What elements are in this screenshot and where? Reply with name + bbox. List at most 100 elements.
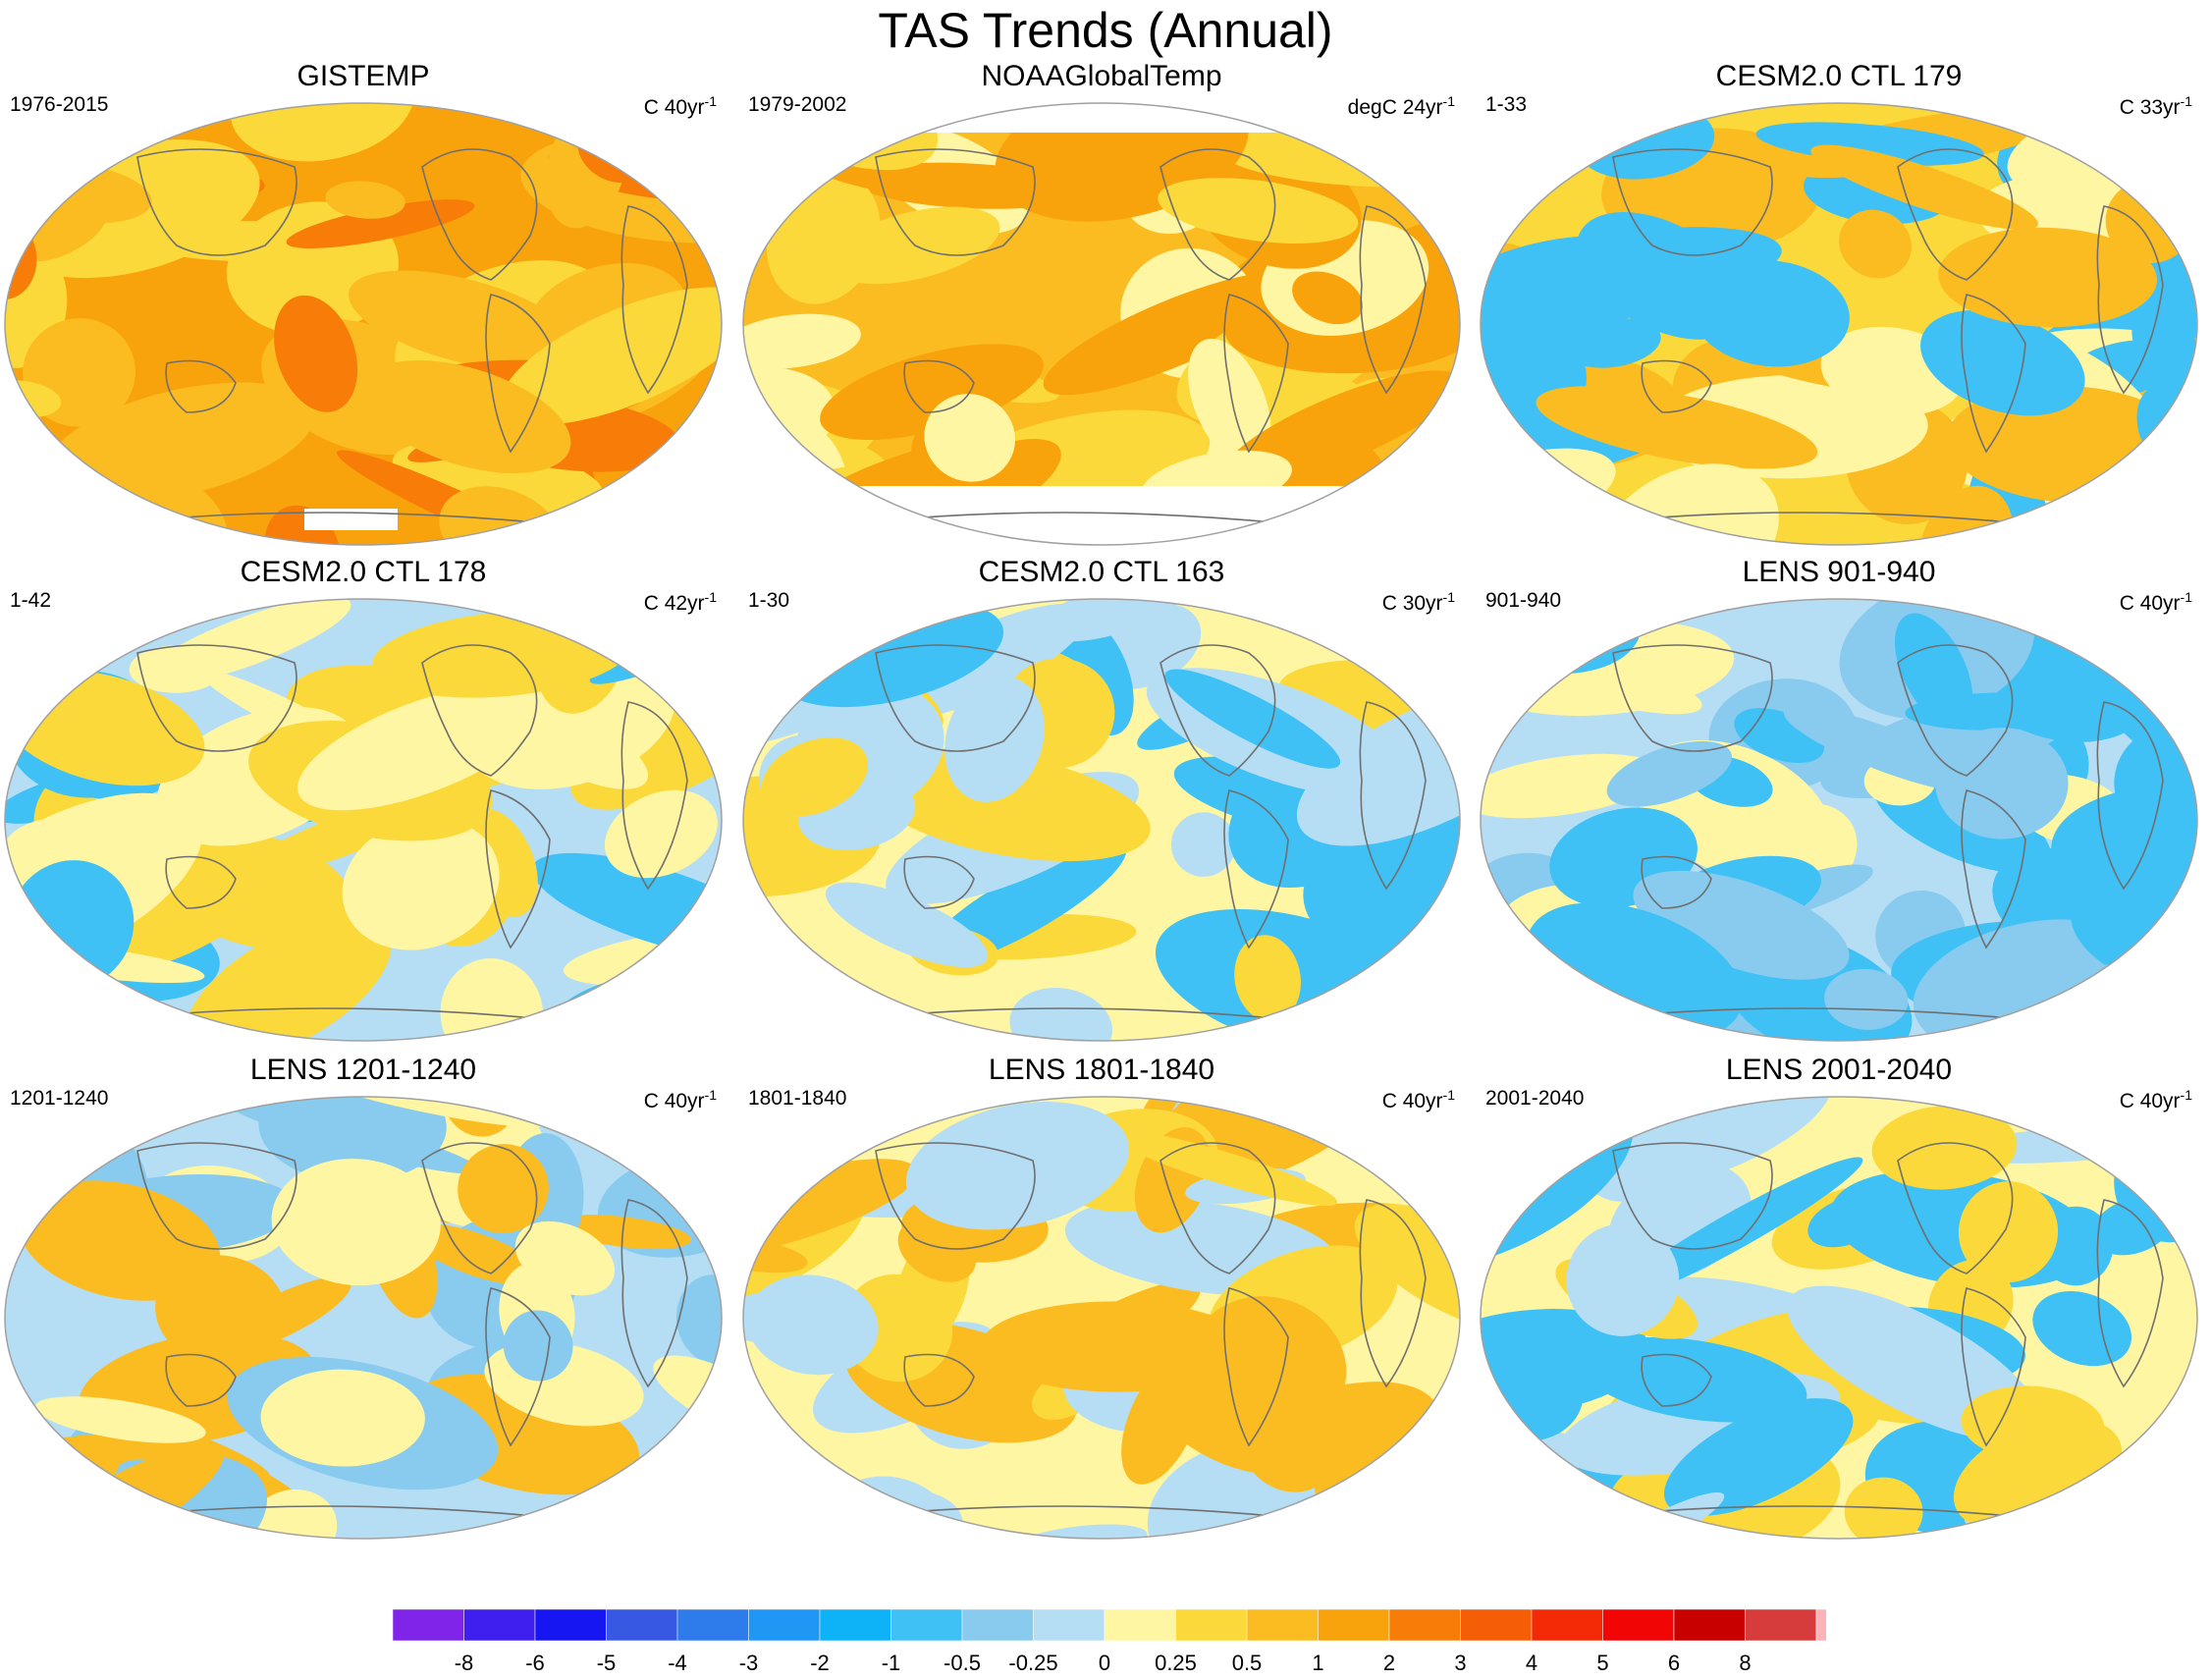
- coastline: [875, 148, 1036, 256]
- units-exponent: -1: [704, 589, 717, 605]
- colorbar-tick-label: 8: [1739, 1651, 1751, 1674]
- field-contour-region: [1894, 613, 1973, 728]
- panel-period: 1-30: [748, 589, 790, 612]
- panel-units: degC 24yr-1: [1348, 88, 1455, 121]
- panel-period: 2001-2040: [1485, 1087, 1585, 1110]
- colorbar-tick-label: -3: [739, 1651, 759, 1674]
- map-plot: [1480, 102, 2198, 546]
- missing-data-region: [304, 509, 398, 530]
- field-contour-region: [19, 1180, 221, 1301]
- field-contour-region: [40, 103, 120, 119]
- map-plot: [742, 102, 1461, 546]
- field-contour-region: [905, 1101, 1129, 1230]
- panel-units: C 42yr-1: [644, 584, 717, 617]
- colorbar-tick-label: -1: [882, 1651, 901, 1674]
- colorbar-swatch: [1246, 1609, 1319, 1642]
- coastline: [1612, 644, 1773, 752]
- colorbar-tick-label: -4: [668, 1651, 687, 1674]
- colorbar-swatch: [1175, 1609, 1248, 1642]
- coastline: [620, 205, 688, 395]
- field-contour-region: [924, 394, 1015, 482]
- colorbar-swatch: [1318, 1609, 1390, 1642]
- field-contour-region: [348, 270, 577, 371]
- field-contour-region: [1807, 1196, 1885, 1248]
- panel-units: C 40yr-1: [644, 88, 717, 121]
- map-panel: LENS 2001-2040 2001-2040 C 40yr-1: [1476, 1053, 2202, 1553]
- coastline: [903, 359, 975, 413]
- field-contour-region: [1839, 209, 1912, 279]
- coastline: [1159, 644, 1276, 777]
- colorbar-tick-label: 3: [1454, 1651, 1466, 1674]
- field-contour-region: [1580, 1336, 1807, 1423]
- units-exponent: -1: [2180, 1087, 2192, 1103]
- map-boundary: [4, 1096, 723, 1540]
- field-contour-region: [1164, 669, 1341, 769]
- units-exponent: -1: [704, 93, 717, 109]
- field-contour-region: [5, 103, 84, 154]
- field-contour-region: [746, 1274, 879, 1376]
- units-exponent: -1: [1442, 1087, 1455, 1103]
- coastline: [1961, 1287, 2026, 1447]
- panel-period: 1201-1240: [10, 1087, 109, 1110]
- field-contour-region: [409, 1223, 542, 1285]
- colorbar-tick-label: 0: [1099, 1651, 1110, 1674]
- field-contour-region: [1810, 144, 2038, 231]
- field-contour-region: [647, 971, 722, 1024]
- map-plot: [742, 598, 1461, 1042]
- units-exponent: -1: [704, 1087, 717, 1103]
- coastline: [2096, 205, 2164, 395]
- field-contour-region: [897, 1218, 977, 1282]
- field-contour-region: [361, 359, 571, 474]
- colorbar-tick-label: -2: [810, 1651, 830, 1674]
- coastline: [136, 148, 297, 256]
- map-panel: NOAAGlobalTemp 1979-2002 degC 24yr-1: [738, 59, 1465, 560]
- panel-units: C 40yr-1: [2120, 1082, 2192, 1114]
- panel-title: LENS 2001-2040: [1725, 1054, 1953, 1086]
- field-contour-region: [1234, 935, 1301, 1022]
- field-contour-region: [501, 287, 722, 425]
- map-boundary: [742, 102, 1461, 546]
- colorbar: -8 -6 -5 -4 -3 -2 -1 -0.5 -0.25 0 0.25 0.5 1 2 3 4 5 6 8: [393, 1609, 1826, 1674]
- field-contour-region: [514, 1220, 616, 1296]
- field-contour-region: [342, 817, 500, 950]
- map-boundary: [742, 1096, 1461, 1540]
- field-contour-region: [142, 599, 351, 686]
- coastline: [1897, 644, 2014, 777]
- main-title: TAS Trends (Annual): [878, 3, 1333, 58]
- coastline: [1897, 1142, 2014, 1274]
- field-contour-region: [155, 1255, 287, 1367]
- coastline: [485, 1287, 551, 1447]
- coastline: [485, 294, 551, 454]
- field-contour-region: [1633, 870, 1850, 980]
- coastline: [2096, 701, 2164, 891]
- panel-title: CESM2.0 CTL 179: [1715, 60, 1963, 92]
- field-contour-region: [1481, 753, 1663, 819]
- field-contour-region: [245, 1489, 338, 1539]
- field-contour-region: [1935, 728, 2069, 840]
- colorbar-tick-label: -0.25: [1008, 1651, 1057, 1674]
- coastline: [1641, 359, 1712, 413]
- panel-units: C 33yr-1: [2120, 88, 2192, 121]
- field-contour-region: [271, 1159, 441, 1286]
- field-contour-region: [1663, 1398, 1854, 1517]
- map-plot: [4, 598, 723, 1042]
- colorbar-swatch: [819, 1609, 891, 1642]
- field-contour-region: [589, 599, 722, 684]
- field-contour-region: [252, 1097, 334, 1137]
- field-contour-region: [629, 599, 722, 638]
- map-plot: [1480, 598, 2198, 1042]
- field-contour-region: [286, 199, 475, 248]
- field-contour-region: [1043, 271, 1302, 396]
- coastline: [903, 1353, 975, 1407]
- field-contour-region: [2131, 302, 2197, 387]
- panel-units: C 40yr-1: [2120, 584, 2192, 617]
- units-exponent: -1: [2180, 93, 2192, 109]
- map-panel: LENS 1801-1840 1801-1840 C 40yr-1: [738, 1053, 1465, 1553]
- colorbar-swatch: [1531, 1609, 1603, 1642]
- panel-period: 901-940: [1485, 589, 1562, 612]
- field-contour-region: [5, 1097, 197, 1127]
- colorbar-swatch: [890, 1609, 963, 1642]
- coastline: [1961, 789, 2026, 949]
- field-contour-region: [1871, 1105, 2018, 1190]
- coastline: [165, 855, 237, 909]
